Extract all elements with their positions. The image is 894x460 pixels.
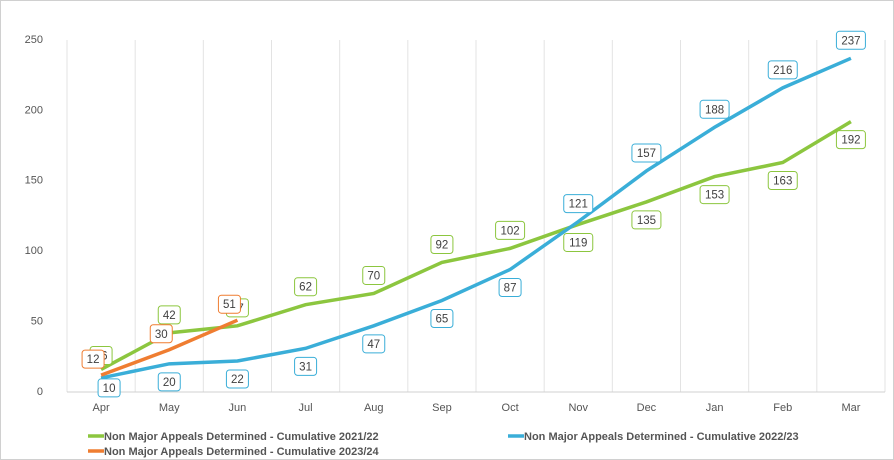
- data-label: 87: [504, 283, 517, 295]
- data-label: 65: [436, 314, 449, 326]
- data-label-box: [81, 349, 105, 369]
- data-label: 70: [367, 270, 380, 282]
- x-tick-label: Apr: [93, 402, 110, 414]
- data-label-box: [430, 234, 454, 254]
- data-label: 92: [436, 239, 449, 251]
- data-label: 51: [223, 299, 236, 311]
- x-tick-label: May: [159, 402, 180, 414]
- legend-label: Non Major Appeals Determined - Cumulativ…: [524, 431, 799, 443]
- data-label-box: [631, 210, 662, 230]
- x-tick-label: Jul: [299, 402, 313, 414]
- data-label: 157: [637, 148, 656, 160]
- x-tick-label: Jan: [706, 402, 724, 414]
- data-label-box: [157, 305, 181, 325]
- x-tick-label: Nov: [568, 402, 588, 414]
- data-label-box: [631, 143, 662, 163]
- data-label-box: [97, 378, 121, 398]
- legend-label: Non Major Appeals Determined - Cumulativ…: [104, 446, 380, 458]
- x-tick-label: Dec: [637, 402, 657, 414]
- line-series: [100, 318, 239, 377]
- data-label: 119: [569, 237, 587, 249]
- data-label: 62: [299, 282, 312, 294]
- data-label: 30: [155, 329, 168, 341]
- data-label-box: [835, 130, 866, 150]
- x-tick-label: Feb: [773, 402, 792, 414]
- x-tick-label: Oct: [502, 402, 519, 414]
- data-label: 188: [705, 104, 724, 116]
- y-tick-label: 250: [25, 34, 43, 46]
- y-tick-label: 50: [31, 316, 43, 328]
- line-series: [100, 56, 852, 380]
- data-label: 163: [773, 176, 792, 188]
- data-label-box: [362, 334, 386, 354]
- data-label-box: [157, 372, 181, 392]
- y-tick-label: 200: [25, 104, 43, 116]
- data-label-box: [362, 265, 386, 285]
- y-tick-label: 150: [25, 175, 43, 187]
- data-label-box: [495, 220, 526, 240]
- data-label: 12: [87, 354, 100, 366]
- data-label: 135: [637, 215, 656, 227]
- x-tick-label: Aug: [364, 402, 384, 414]
- data-label: 237: [841, 35, 860, 47]
- data-label-box: [294, 356, 318, 376]
- data-label-box: [225, 369, 249, 389]
- data-label: 153: [705, 190, 724, 202]
- y-tick-label: 0: [37, 386, 43, 398]
- data-label: 121: [569, 199, 588, 211]
- data-label: 10: [103, 383, 116, 395]
- data-label: 47: [367, 339, 380, 351]
- data-label-box: [767, 170, 798, 190]
- data-label: 20: [163, 377, 176, 389]
- data-label-box: [699, 185, 730, 205]
- data-label: 192: [841, 135, 860, 147]
- legend-label: Non Major Appeals Determined - Cumulativ…: [104, 431, 379, 443]
- data-label-box: [498, 278, 522, 298]
- data-label-box: [767, 60, 798, 80]
- data-label-box: [294, 277, 318, 297]
- data-label-box: [835, 30, 866, 50]
- data-label: 216: [773, 65, 792, 77]
- y-tick-label: 100: [25, 245, 43, 257]
- data-label: 31: [299, 361, 312, 373]
- data-label-box: [217, 294, 241, 314]
- x-tick-label: Jun: [229, 402, 247, 414]
- x-tick-label: Mar: [841, 402, 860, 414]
- data-label-box: [149, 324, 173, 344]
- data-label-box: [699, 99, 730, 119]
- data-label-box: [563, 194, 594, 214]
- data-label-box: [563, 232, 594, 252]
- x-tick-label: Sep: [432, 402, 452, 414]
- data-label-box: [430, 308, 454, 328]
- data-label: 102: [500, 225, 519, 237]
- data-label: 42: [163, 310, 176, 322]
- data-label: 22: [231, 374, 244, 386]
